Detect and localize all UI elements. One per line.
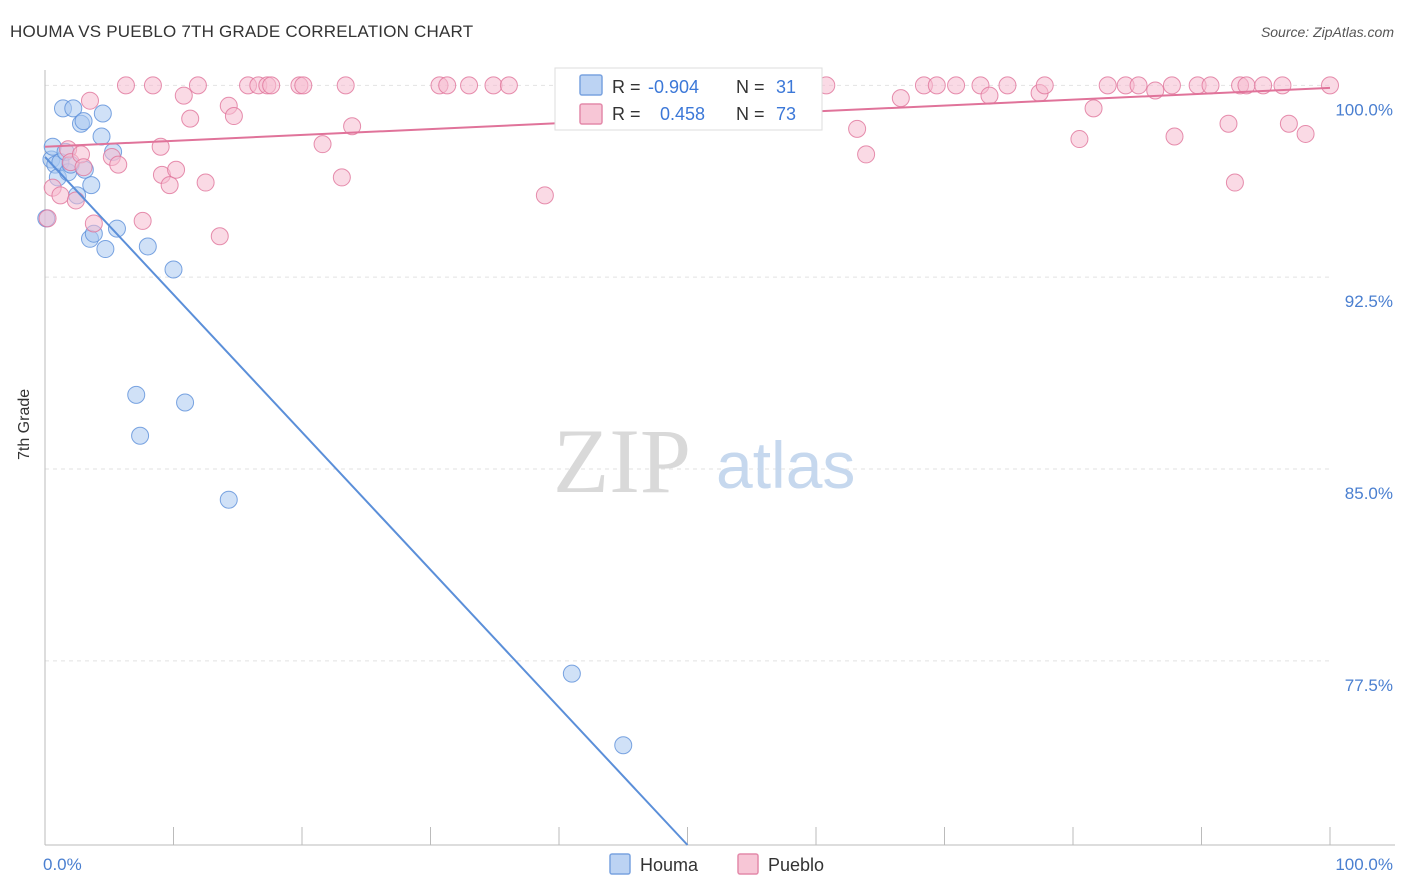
trend-line-houma bbox=[44, 156, 689, 846]
point-houma bbox=[176, 393, 195, 412]
point-houma bbox=[74, 112, 93, 131]
point-pueblo bbox=[133, 211, 152, 230]
point-pueblo bbox=[1201, 76, 1220, 95]
point-pueblo bbox=[857, 145, 876, 164]
watermark: ZIP atlas bbox=[553, 410, 855, 512]
point-pueblo bbox=[535, 186, 554, 205]
point-pueblo bbox=[1084, 99, 1103, 118]
point-houma bbox=[92, 127, 111, 146]
point-pueblo bbox=[499, 76, 518, 95]
stats-legend: R = -0.904 N = 31 R = 0.458 N = 73 bbox=[554, 67, 823, 131]
point-pueblo bbox=[1162, 76, 1181, 95]
point-pueblo bbox=[196, 173, 215, 192]
stats-r-label-houma: R = bbox=[612, 77, 641, 97]
stats-r-label-pueblo: R = bbox=[612, 104, 641, 124]
point-pueblo bbox=[210, 227, 229, 246]
point-pueblo bbox=[1098, 76, 1117, 95]
point-pueblo bbox=[438, 76, 457, 95]
point-pueblo bbox=[80, 91, 99, 110]
point-houma bbox=[107, 219, 126, 238]
point-houma bbox=[64, 99, 83, 118]
legend-label-pueblo: Pueblo bbox=[768, 855, 824, 875]
stats-n-label-pueblo: N = bbox=[736, 104, 765, 124]
point-houma bbox=[93, 104, 112, 123]
point-pueblo bbox=[336, 76, 355, 95]
point-pueblo bbox=[1129, 76, 1148, 95]
legend-label-houma: Houma bbox=[640, 855, 699, 875]
point-houma bbox=[164, 260, 183, 279]
point-pueblo bbox=[1165, 127, 1184, 146]
point-pueblo bbox=[1296, 124, 1315, 143]
point-houma bbox=[131, 426, 150, 445]
x-tick-label: 0.0% bbox=[43, 855, 82, 874]
x-tick-label: 100.0% bbox=[1335, 855, 1393, 874]
point-pueblo bbox=[1070, 130, 1089, 149]
point-pueblo bbox=[332, 168, 351, 187]
point-pueblo bbox=[1035, 76, 1054, 95]
point-pueblo bbox=[980, 86, 999, 105]
axes bbox=[44, 70, 1395, 846]
chart-title: HOUMA VS PUEBLO 7TH GRADE CORRELATION CH… bbox=[10, 22, 474, 41]
series-legend: Houma Pueblo bbox=[609, 853, 824, 875]
point-pueblo bbox=[188, 76, 207, 95]
legend-swatch-pueblo bbox=[737, 853, 759, 875]
point-pueblo bbox=[109, 155, 128, 174]
point-pueblo bbox=[460, 76, 479, 95]
point-pueblo bbox=[51, 186, 70, 205]
stats-swatch-pueblo bbox=[579, 103, 603, 125]
point-pueblo bbox=[174, 86, 193, 105]
point-houma bbox=[614, 736, 633, 755]
legend-swatch-houma bbox=[609, 853, 631, 875]
point-pueblo bbox=[1279, 114, 1298, 133]
tick-labels: 100.0% 92.5% 85.0% 77.5% 0.0% 100.0% bbox=[43, 100, 1393, 874]
point-pueblo bbox=[74, 158, 93, 177]
point-pueblo bbox=[116, 76, 135, 95]
point-houma bbox=[138, 237, 157, 256]
point-pueblo bbox=[484, 76, 503, 95]
point-pueblo bbox=[224, 107, 243, 126]
point-houma bbox=[562, 664, 581, 683]
y-tick-label: 77.5% bbox=[1345, 676, 1393, 695]
stats-r-value-pueblo: 0.458 bbox=[660, 104, 705, 124]
point-pueblo bbox=[998, 76, 1017, 95]
stats-swatch-houma bbox=[579, 74, 603, 96]
chart-source: Source: ZipAtlas.com bbox=[1260, 24, 1394, 40]
gridlines bbox=[45, 84, 1330, 662]
stats-n-value-pueblo: 73 bbox=[776, 104, 796, 124]
stats-n-value-houma: 31 bbox=[776, 77, 796, 97]
point-pueblo bbox=[1321, 76, 1339, 95]
stats-n-label-houma: N = bbox=[736, 77, 765, 97]
y-tick-label: 92.5% bbox=[1345, 292, 1393, 311]
point-houma bbox=[82, 176, 101, 195]
point-pueblo bbox=[181, 109, 200, 128]
point-pueblo bbox=[160, 176, 179, 195]
point-houma bbox=[219, 490, 238, 509]
point-pueblo bbox=[891, 89, 910, 108]
point-pueblo bbox=[1219, 114, 1238, 133]
point-pueblo bbox=[167, 160, 186, 179]
point-pueblo bbox=[294, 76, 313, 95]
y-tick-label: 85.0% bbox=[1345, 484, 1393, 503]
point-pueblo bbox=[84, 214, 103, 233]
point-pueblo bbox=[343, 117, 362, 136]
point-pueblo bbox=[143, 76, 162, 95]
watermark-atlas: atlas bbox=[716, 428, 855, 502]
y-tick-label: 100.0% bbox=[1335, 100, 1393, 119]
point-pueblo bbox=[1254, 76, 1273, 95]
point-pueblo bbox=[262, 76, 281, 95]
watermark-zip: ZIP bbox=[553, 410, 691, 512]
point-pueblo bbox=[66, 191, 85, 210]
point-houma bbox=[96, 240, 115, 259]
point-pueblo bbox=[947, 76, 966, 95]
stats-r-value-houma: -0.904 bbox=[648, 77, 699, 97]
point-houma bbox=[127, 385, 146, 404]
point-pueblo bbox=[1225, 173, 1244, 192]
point-pueblo bbox=[38, 209, 57, 228]
point-pueblo bbox=[848, 119, 867, 138]
point-pueblo bbox=[927, 76, 946, 95]
point-pueblo bbox=[313, 135, 332, 154]
